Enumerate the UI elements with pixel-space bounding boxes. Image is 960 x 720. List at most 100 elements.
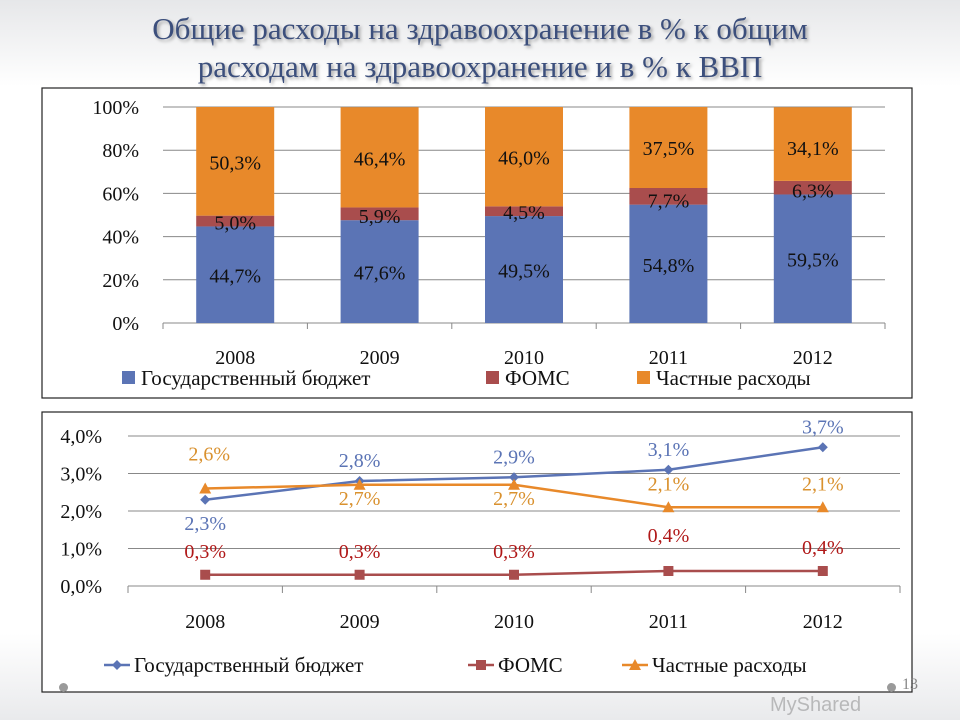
bar-segment [485, 206, 563, 217]
data-label: 4,5% [503, 202, 545, 224]
data-label: 0,4% [648, 525, 690, 547]
y-tick-label: 60% [102, 183, 139, 205]
x-tick-label: 2010 [504, 347, 544, 369]
data-label: 59,5% [787, 250, 839, 272]
data-point-marker [200, 569, 211, 580]
data-label: 5,0% [214, 212, 256, 234]
data-label: 2,3% [184, 513, 226, 535]
y-tick-label: 20% [102, 270, 139, 292]
data-label: 2,8% [339, 450, 381, 472]
y-tick-label: 80% [102, 140, 139, 162]
data-label: 46,4% [354, 148, 406, 170]
bar-segment [196, 107, 275, 216]
data-point-marker [509, 569, 519, 580]
data-label: 37,5% [643, 138, 695, 160]
x-tick-label: 2008 [215, 347, 255, 369]
data-label: 47,6% [354, 263, 406, 285]
y-tick-label: 3,0% [60, 464, 102, 486]
x-tick-label: 2012 [793, 347, 833, 369]
bar-segment [196, 215, 275, 227]
legend-label: ФОМС [498, 653, 563, 677]
data-point-marker [353, 478, 366, 490]
bar-segment [340, 107, 419, 208]
bar-segment [773, 107, 852, 181]
y-tick-label: 0% [112, 313, 139, 335]
data-label: 0,3% [184, 541, 226, 563]
data-point-marker [817, 566, 828, 576]
legend-label: Государственный бюджет [134, 653, 363, 677]
y-tick-label: 0,0% [60, 576, 102, 598]
data-label: 2,6% [188, 444, 230, 466]
y-tick-label: 40% [102, 227, 139, 249]
data-label: 3,1% [648, 439, 690, 461]
bar-segment [340, 207, 419, 221]
legend-label: Государственный бюджет [141, 366, 370, 390]
data-label: 34,1% [787, 138, 839, 160]
legend-swatch [637, 371, 650, 384]
x-tick-label: 2008 [185, 611, 225, 633]
slide-bullet-dot [59, 683, 68, 692]
x-tick-label: 2009 [340, 611, 380, 633]
data-label: 2,1% [648, 473, 690, 495]
data-label: 7,7% [648, 191, 690, 213]
data-label: 49,5% [498, 261, 550, 283]
bar-chart-frame [41, 87, 913, 399]
x-tick-label: 2011 [649, 611, 688, 633]
slide-title-line2: расходам на здравоохранение и в % к ВВП [197, 49, 763, 84]
data-label: 3,7% [802, 416, 844, 438]
data-point-marker [816, 501, 829, 513]
data-label: 50,3% [209, 152, 261, 174]
y-tick-label: 4,0% [60, 426, 102, 448]
slide-title-line1: Общие расходы на здравоохранение в % к о… [152, 11, 808, 46]
y-tick-label: 2,0% [60, 501, 102, 523]
data-label: 2,9% [493, 446, 535, 468]
data-point-marker [817, 442, 828, 453]
legend-marker [629, 659, 641, 670]
data-label: 0,4% [802, 537, 844, 559]
data-label: 54,8% [643, 255, 695, 277]
bar-segment [340, 220, 419, 323]
data-label: 46,0% [498, 148, 550, 170]
bar-segment [485, 216, 563, 323]
legend-label: Частные расходы [656, 366, 811, 390]
data-point-marker [663, 566, 674, 576]
data-label: 2,7% [493, 488, 535, 510]
legend-label: ФОМС [505, 366, 570, 390]
y-tick-label: 1,0% [60, 539, 102, 561]
bar-segment [773, 180, 852, 195]
data-label: 0,3% [493, 541, 535, 563]
data-label: 2,1% [802, 473, 844, 495]
legend-marker [476, 660, 486, 670]
legend-swatch [122, 371, 135, 384]
data-point-marker [199, 482, 212, 494]
bar-segment [773, 194, 852, 323]
bar-segment [629, 204, 708, 323]
data-point-marker [662, 501, 675, 513]
data-point-marker [663, 464, 674, 475]
legend-label: Частные расходы [652, 653, 807, 677]
x-tick-label: 2010 [494, 611, 534, 633]
data-label: 2,7% [339, 488, 381, 510]
data-label: 0,3% [339, 541, 381, 563]
x-tick-label: 2011 [649, 347, 688, 369]
bar-segment [629, 107, 708, 188]
legend-swatch [486, 371, 499, 384]
bar-segment [196, 226, 275, 323]
data-label: 44,7% [209, 266, 261, 288]
bar-segment [485, 107, 563, 207]
data-label: 6,3% [792, 180, 834, 202]
line-chart-frame [41, 411, 913, 693]
x-tick-label: 2012 [803, 611, 843, 633]
data-point-marker [508, 478, 520, 490]
data-label: 5,9% [359, 206, 401, 228]
data-point-marker [509, 472, 519, 483]
watermark-logo: MyShared [770, 694, 862, 716]
slide-bullet-dot [887, 683, 896, 692]
y-tick-label: 100% [92, 97, 139, 119]
page-number: 13 [902, 676, 918, 693]
legend-marker [112, 660, 122, 670]
bar-segment [629, 188, 708, 205]
data-point-marker [354, 569, 365, 580]
x-tick-label: 2009 [360, 347, 400, 369]
